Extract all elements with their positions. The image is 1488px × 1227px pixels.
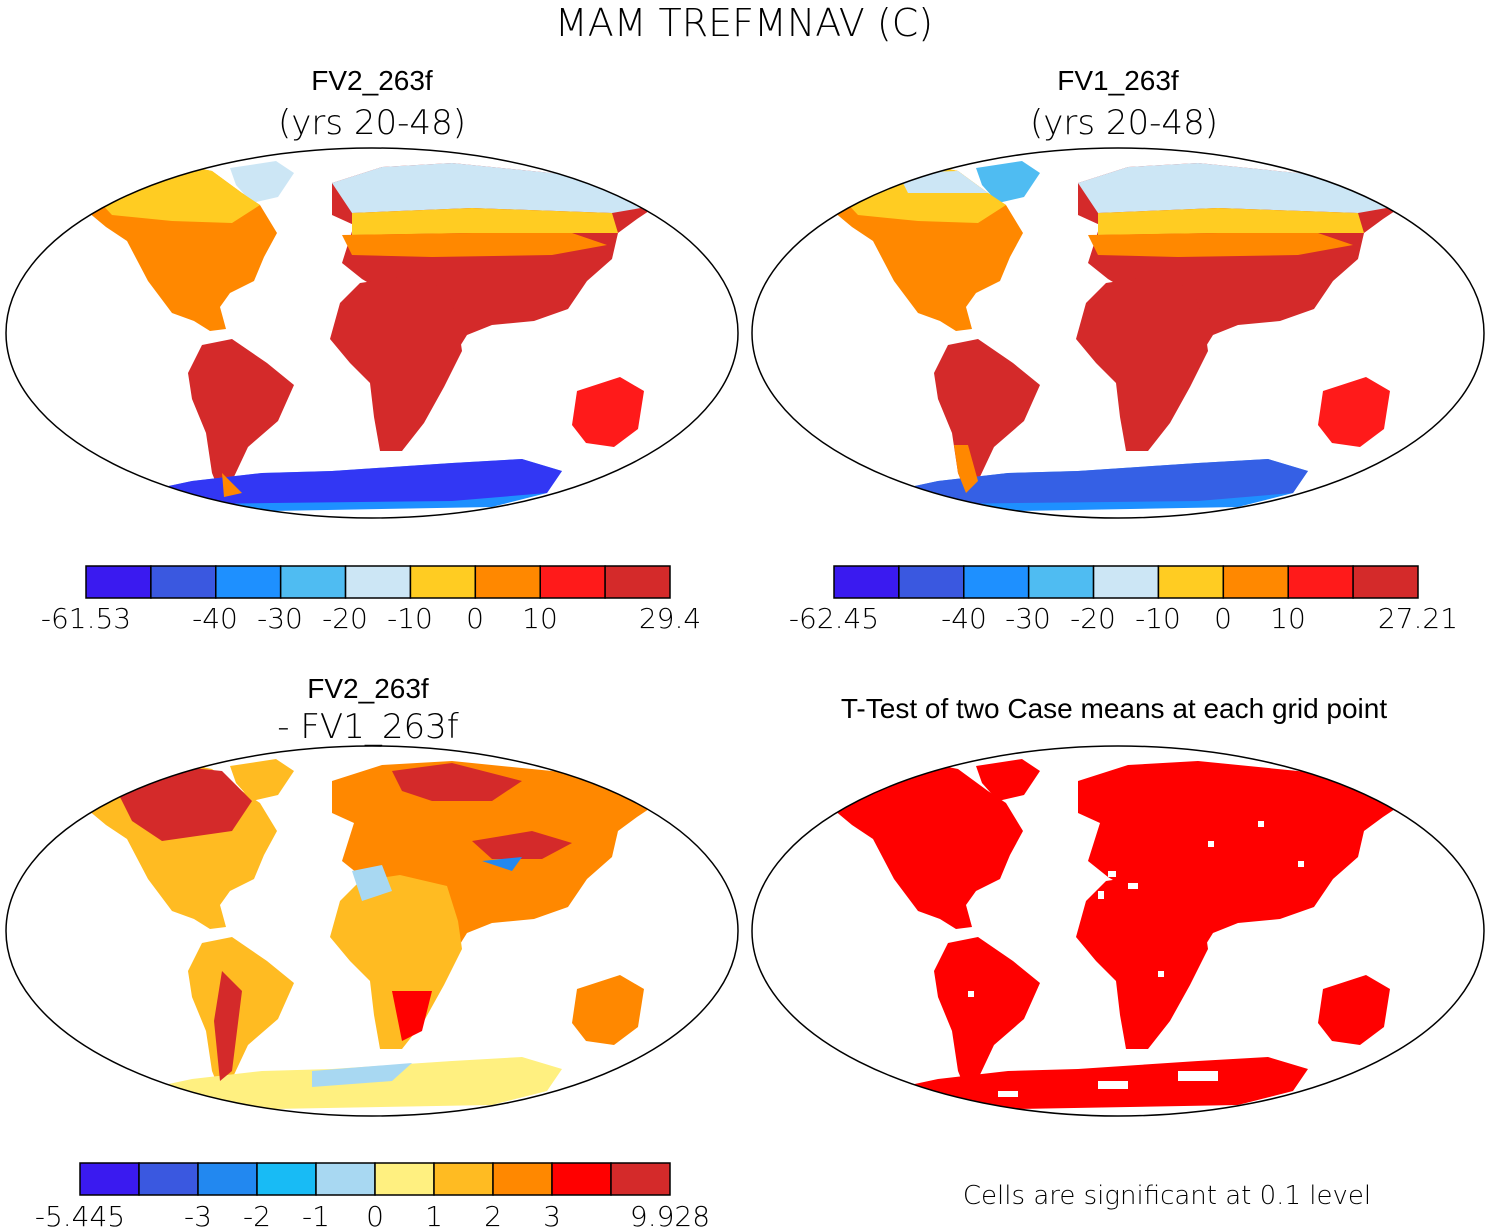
colorbar-swatch xyxy=(1027,565,1095,599)
colorbar-swatch xyxy=(610,1162,671,1196)
panel-subtitle: (yrs 20-48) xyxy=(1030,103,1218,143)
colorbar: -61.53 -40 -30 -20 -10 0 10 29.4 xyxy=(41,565,701,635)
colorbar-tick-label: -20 xyxy=(322,602,368,635)
colorbar-swatch xyxy=(492,1162,553,1196)
colorbar-swatch xyxy=(1287,565,1354,599)
colorbar-swatch xyxy=(1157,565,1225,599)
colorbar-tick-label: -5.445 xyxy=(35,1200,125,1227)
colorbar-tick-label: -30 xyxy=(1005,602,1051,635)
colorbar-swatch xyxy=(604,565,671,599)
figure-title: MAM TREFMNAV (C) xyxy=(555,1,933,45)
colorbar-tick-label: 3 xyxy=(543,1200,561,1227)
colorbar-swatch xyxy=(315,1162,376,1196)
panel-title: FV2_263f xyxy=(307,673,429,704)
significance-footnote: Cells are significant at 0.1 level xyxy=(963,1181,1371,1211)
world-map xyxy=(751,147,1485,519)
map-border xyxy=(751,147,1485,519)
panel-subtitle: (yrs 20-48) xyxy=(278,103,466,143)
panel-diff: FV2_263f - FV1_263f -5.445 xyxy=(5,673,739,1227)
colorbar-tick-label: 9.928 xyxy=(630,1200,710,1227)
colorbar-tick-label: -10 xyxy=(1135,602,1181,635)
map-border xyxy=(751,745,1485,1117)
colorbar-swatch xyxy=(551,1162,612,1196)
colorbar-tick-label: 0 xyxy=(1214,602,1232,635)
map-border xyxy=(5,745,739,1117)
map-border xyxy=(5,147,739,519)
colorbar-tick-label: -40 xyxy=(192,602,238,635)
colorbar-tick-label: -3 xyxy=(184,1200,212,1227)
world-map xyxy=(5,745,739,1117)
colorbar-swatch xyxy=(150,565,217,599)
colorbar-tick-label: -2 xyxy=(243,1200,271,1227)
colorbar-tick-label: -61.53 xyxy=(41,602,131,635)
colorbar: -5.445 -3 -2 -1 0 1 2 3 9.928 xyxy=(35,1162,710,1227)
panel-title: FV1_263f xyxy=(1057,65,1179,96)
colorbar-tick-label: -1 xyxy=(302,1200,330,1227)
colorbar-swatch xyxy=(1352,565,1419,599)
panel-fv2: FV2_263f (yrs 20-48) -61.53 -40 -30 -2 xyxy=(5,65,739,635)
colorbar-tick-label: 27.21 xyxy=(1378,602,1458,635)
colorbar-swatch xyxy=(1222,565,1289,599)
colorbar-swatch xyxy=(279,565,347,599)
colorbar-swatch xyxy=(85,565,152,599)
panel-title: T-Test of two Case means at each grid po… xyxy=(841,693,1387,724)
colorbar-tick-label: -20 xyxy=(1070,602,1116,635)
colorbar-swatch xyxy=(539,565,606,599)
colorbar-tick-label: 1 xyxy=(425,1200,443,1227)
colorbar-tick-label: 10 xyxy=(522,602,558,635)
colorbar-swatch xyxy=(474,565,541,599)
colorbar-swatch xyxy=(433,1162,494,1196)
colorbar: -62.45 -40 -30 -20 -10 0 10 27.21 xyxy=(789,565,1458,635)
colorbar-swatch xyxy=(79,1162,140,1196)
colorbar-swatch xyxy=(374,1162,435,1196)
colorbar-tick-label: 2 xyxy=(484,1200,502,1227)
colorbar-swatch xyxy=(138,1162,199,1196)
colorbar-swatch xyxy=(1092,565,1160,599)
colorbar-swatch xyxy=(409,565,477,599)
colorbar-tick-label: 0 xyxy=(366,1200,384,1227)
colorbar-swatch xyxy=(344,565,412,599)
panel-title: FV2_263f xyxy=(311,65,433,96)
colorbar-swatch xyxy=(197,1162,258,1196)
colorbar-tick-label: -10 xyxy=(387,602,433,635)
colorbar-tick-label: 0 xyxy=(466,602,484,635)
colorbar-swatch xyxy=(256,1162,317,1196)
colorbar-swatch xyxy=(215,565,282,599)
colorbar-tick-label: -40 xyxy=(941,602,987,635)
colorbar-tick-label: -30 xyxy=(257,602,303,635)
panel-subtitle: - FV1_263f xyxy=(277,707,458,747)
world-map xyxy=(5,147,739,519)
panel-fv1: FV1_263f (yrs 20-48) -62.45 -40 -30 -2 xyxy=(751,65,1485,635)
colorbar-swatch xyxy=(833,565,900,599)
colorbar-swatch xyxy=(963,565,1030,599)
colorbar-tick-label: 10 xyxy=(1270,602,1306,635)
panel-ttest: T-Test of two Case means at each grid po… xyxy=(751,693,1485,1211)
colorbar-swatch xyxy=(898,565,965,599)
world-map xyxy=(751,745,1485,1117)
colorbar-tick-label: 29.4 xyxy=(639,602,701,635)
colorbar-tick-label: -62.45 xyxy=(789,602,879,635)
